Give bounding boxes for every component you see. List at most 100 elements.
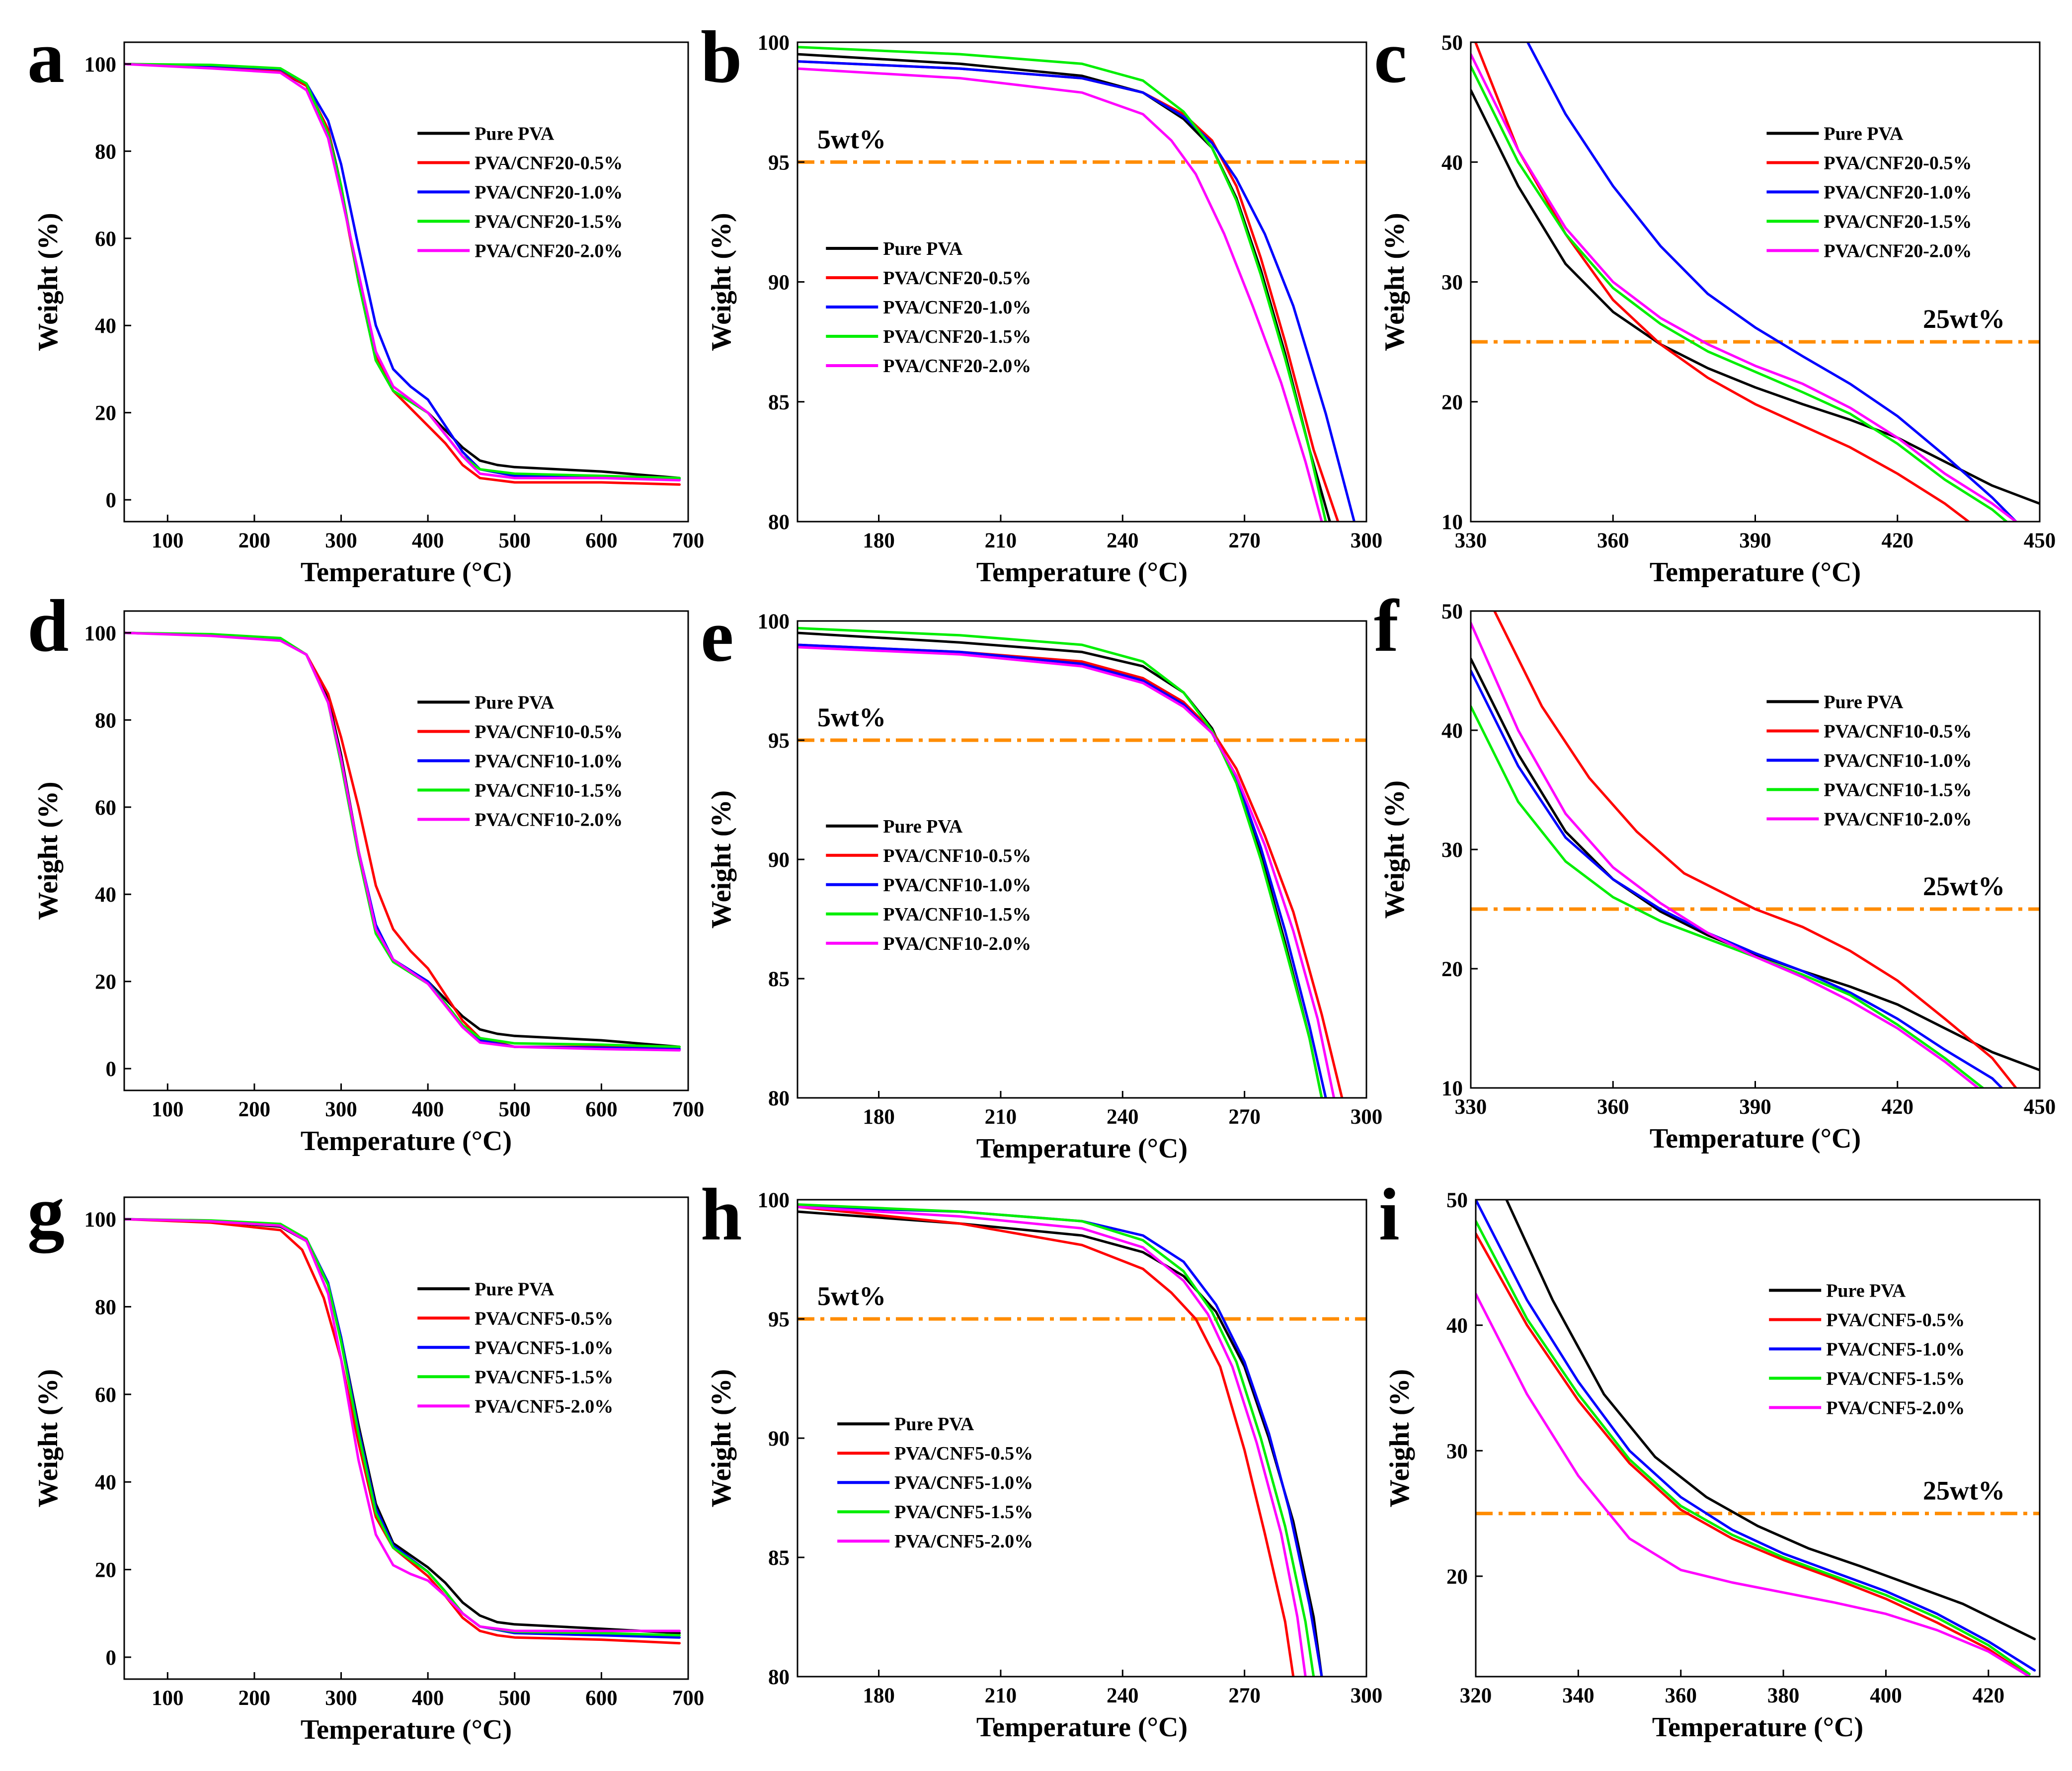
panel-label-b: b [701,16,742,98]
legend-label: PVA/CNF20-2.0% [883,356,1031,377]
x-axis-title: Temperature (°C) [301,557,512,588]
y-tick-label: 50 [1441,31,1463,55]
series-line-h-3 [797,1203,1315,1677]
legend-label: PVA/CNF20-0.5% [475,153,623,173]
series-line-g-3 [124,1218,681,1637]
legend-label: PVA/CNF10-0.5% [475,721,623,742]
y-axis-title: Weight (%) [706,1369,737,1507]
x-tick-label: 210 [985,529,1017,552]
y-tick-label: 90 [768,1427,790,1451]
x-tick-label: 240 [1107,529,1139,552]
series-line-a-1 [124,63,681,486]
panel-label-i: i [1379,1173,1400,1256]
legend-label: PVA/CNF10-0.5% [883,846,1031,866]
legend-label: PVA/CNF5-0.5% [894,1443,1033,1464]
series-line-c-3 [1471,65,2008,522]
legend-e: Pure PVA PVA/CNF10-0.5% PVA/CNF10-1.0% PVA/… [826,816,1031,954]
plot-frame-c [1470,41,2041,523]
x-tick-label: 600 [585,1098,618,1121]
x-tick-label: 200 [239,1098,271,1121]
legend-label: PVA/CNF10-2.0% [883,933,1031,954]
legend-label: PVA/CNF5-1.0% [1826,1339,1965,1360]
x-tick-label: 420 [1882,1095,1914,1119]
legend-label: PVA/CNF10-2.0% [1824,809,1972,830]
series-line-c-4 [1471,53,2017,522]
y-tick-label: 80 [768,511,790,534]
x-tick-label: 300 [1351,1684,1383,1707]
legend-label: Pure PVA [475,123,555,144]
y-tick-label: 90 [768,271,790,295]
legend-label: PVA/CNF20-1.5% [1824,211,1972,232]
legend-label: PVA/CNF20-1.0% [475,182,623,203]
chart-panel-d: 100 200 300 400 500 600 700 0 20 40 60 80 100 Tempera… [27,585,704,1156]
legend-label: PVA/CNF10-0.5% [1824,721,1972,742]
x-axis-title: Temperature (°C) [1650,557,1861,588]
y-tick-label: 40 [95,883,116,907]
legend-label: PVA/CNF5-2.0% [1826,1397,1965,1418]
series-line-b-4 [797,67,1323,522]
y-tick-label: 30 [1441,271,1463,295]
x-tick-label: 200 [239,529,271,552]
x-tick-label: 400 [1870,1684,1902,1707]
legend-label: PVA/CNF10-1.5% [1824,779,1972,800]
x-axis-title: Temperature (°C) [976,1712,1188,1743]
series-line-f-3 [1471,705,1984,1088]
y-axis-title: Weight (%) [706,790,737,928]
y-tick-label: 60 [95,796,116,820]
reference-label-b: 5wt% [817,124,886,154]
y-tick-label: 20 [1446,1565,1468,1589]
x-tick-label: 300 [325,529,357,552]
legend-label: PVA/CNF10-2.0% [475,809,623,830]
plot-frame-i [1475,1199,2041,1678]
series-line-d-2 [124,631,681,1051]
x-axis-title: Temperature (°C) [976,1133,1188,1164]
x-tick-label: 420 [1973,1684,2005,1707]
legend-label: PVA/CNF20-0.5% [1824,153,1972,173]
x-tick-label: 100 [152,529,184,552]
legend-label: PVA/CNF20-1.5% [883,326,1031,347]
x-tick-label: 270 [1228,529,1261,552]
x-tick-label: 240 [1107,1105,1139,1129]
y-tick-label: 100 [758,31,790,55]
y-tick-label: 20 [95,971,116,994]
x-tick-label: 390 [1739,529,1771,552]
series-line-e-3 [797,626,1323,1098]
y-tick-label: 10 [1441,1077,1463,1100]
panel-label-h: h [701,1173,742,1256]
chart-panel-h: 5wt% 180 210 240 270 300 80 85 90 95 100 Temperatur… [701,1173,1382,1743]
series-line-f-2 [1471,669,2003,1088]
legend-label: Pure PVA [883,816,963,837]
series-line-d-0 [124,631,681,1048]
legend-label: PVA/CNF10-1.5% [883,904,1031,925]
series-line-e-4 [797,646,1336,1098]
y-tick-label: 0 [106,1646,117,1670]
y-tick-label: 40 [1446,1314,1468,1338]
series-line-a-2 [124,63,681,480]
x-axis-title: Temperature (°C) [301,1714,512,1745]
legend-label: PVA/CNF5-2.0% [475,1396,613,1417]
legend-label: PVA/CNF5-1.5% [894,1502,1033,1523]
y-tick-label: 40 [1441,151,1463,174]
x-tick-label: 380 [1767,1684,1800,1707]
x-tick-label: 330 [1455,529,1487,552]
legend-label: PVA/CNF5-2.0% [894,1531,1033,1552]
y-tick-label: 50 [1441,600,1463,623]
legend-label: PVA/CNF20-1.5% [475,211,623,232]
y-tick-label: 80 [95,709,116,732]
reference-label-i: 25wt% [1923,1476,2005,1506]
y-axis-title: Weight (%) [1384,1369,1415,1507]
x-tick-label: 340 [1562,1684,1594,1707]
x-tick-label: 360 [1665,1684,1697,1707]
x-tick-label: 300 [325,1098,357,1121]
y-tick-label: 30 [1441,839,1463,862]
series-line-h-1 [797,1205,1295,1677]
y-axis-title: Weight (%) [33,1369,64,1507]
x-tick-label: 500 [499,529,531,552]
y-tick-label: 95 [768,1308,790,1331]
x-tick-label: 100 [152,1687,184,1710]
x-tick-label: 240 [1107,1684,1139,1707]
panel-label-g: g [27,1171,65,1253]
y-tick-label: 20 [1441,391,1463,414]
y-tick-label: 90 [768,848,790,872]
